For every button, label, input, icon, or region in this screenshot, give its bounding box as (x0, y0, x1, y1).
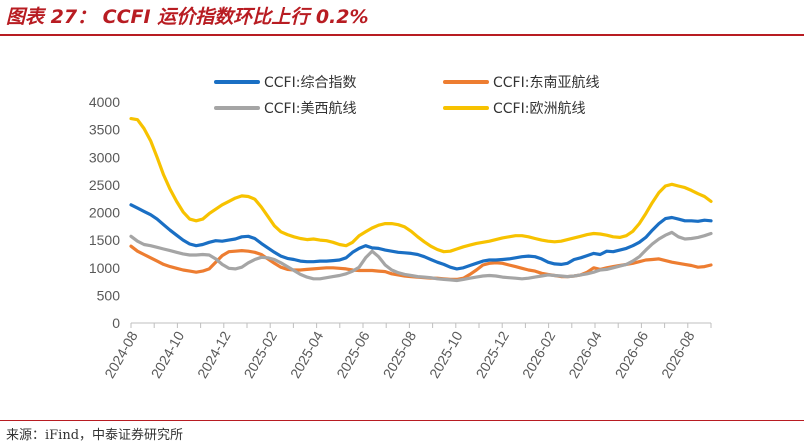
x-tick-label: 2025-02 (240, 328, 280, 381)
legend-label: CCFI:欧洲航线 (493, 101, 585, 117)
footer-rule (0, 420, 804, 421)
x-tick-label: 2026-04 (565, 328, 605, 381)
y-tick-label: 1500 (89, 232, 120, 248)
x-tick-label: 2026-06 (612, 328, 652, 381)
y-tick-label: 2500 (89, 177, 120, 193)
x-tick-label: 2025-10 (426, 328, 466, 381)
x-axis: 2024-08 2024-10 2024-12 2025-02 2025-04 2025-… (101, 322, 712, 381)
x-tick-label: 2025-06 (333, 328, 373, 381)
series-line-2 (129, 230, 713, 283)
x-tick-label: 2025-04 (287, 328, 327, 381)
x-tick-label: 2025-12 (472, 328, 512, 381)
y-tick-label: 4000 (89, 94, 120, 110)
line-chart: CCFI:综合指数 CCFI:东南亚航线 CCFI:美西航线 CCFI:欧洲航线 0 5… (89, 75, 713, 381)
page-title: 图表 27： CCFI 运价指数环比上行 0.2% (6, 6, 369, 28)
y-tick-label: 2000 (89, 205, 120, 221)
y-tick-label: 3000 (89, 149, 120, 165)
x-tick-label: 2024-08 (101, 328, 141, 381)
x-tick-label: 2026-02 (519, 328, 559, 381)
y-axis: 0 500 1000 1500 2000 2500 3000 3500 4000 (89, 94, 120, 331)
y-tick-label: 500 (97, 287, 121, 303)
series-line-0 (129, 203, 713, 271)
x-tick-label: 2025-08 (380, 328, 420, 381)
series-line-3 (129, 116, 713, 254)
source-note: 来源：iFind，中泰证券研究所 (6, 428, 184, 443)
y-tick-label: 1000 (89, 260, 120, 276)
y-tick-label: 3500 (89, 122, 120, 138)
legend-label: CCFI:美西航线 (264, 101, 356, 117)
legend-label: CCFI:东南亚航线 (493, 75, 599, 91)
x-tick-label: 2026-08 (658, 328, 698, 381)
x-tick-label: 2024-10 (148, 328, 188, 381)
y-tick-label: 0 (112, 315, 120, 331)
x-tick-label: 2024-12 (194, 328, 234, 381)
legend-label: CCFI:综合指数 (264, 75, 356, 91)
series-lines (129, 116, 713, 283)
legend: CCFI:综合指数 CCFI:东南亚航线 CCFI:美西航线 CCFI:欧洲航线 (214, 75, 599, 117)
title-rule (0, 34, 804, 36)
